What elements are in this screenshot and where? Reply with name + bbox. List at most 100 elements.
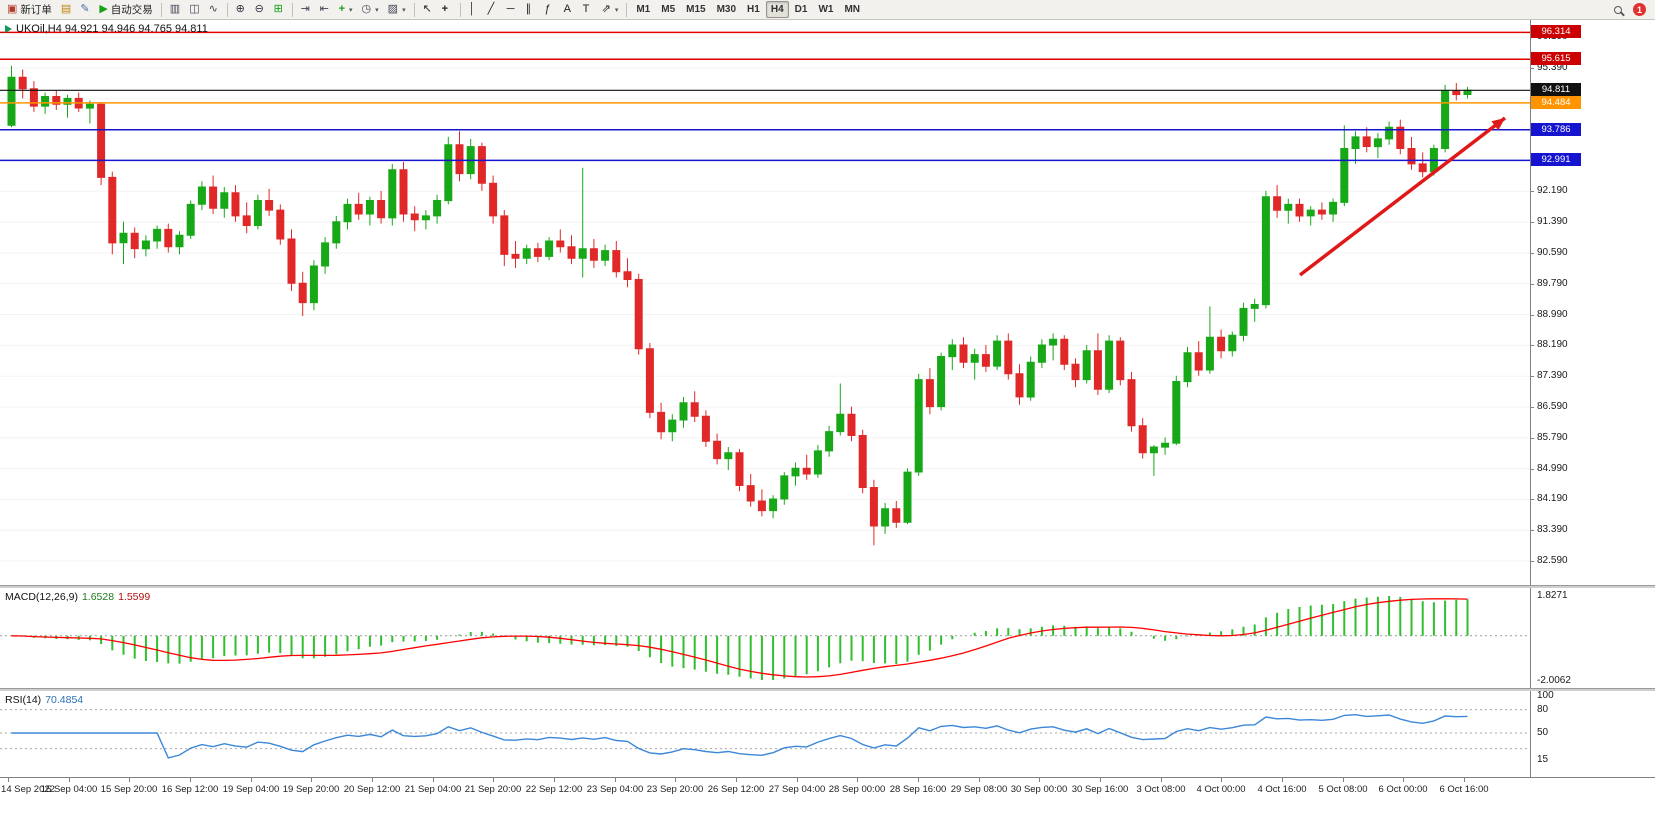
time-tick bbox=[675, 778, 676, 782]
horizontal-line-button[interactable]: ─ bbox=[503, 1, 521, 18]
price-marker-94.811[interactable]: 94.811 bbox=[1531, 83, 1581, 96]
bar-chart-button[interactable]: ▥ bbox=[166, 1, 184, 18]
timeframe-m30-button[interactable]: M30 bbox=[712, 1, 741, 18]
timeframe-m15-button[interactable]: M15 bbox=[681, 1, 710, 18]
toolbar-separator bbox=[160, 2, 162, 17]
zoom-in-button[interactable]: ⊕ bbox=[232, 1, 250, 18]
time-tick bbox=[1161, 778, 1162, 782]
macd-panel: 1.8271 -2.0062 MACD(12,26,9) 1.6528 1.559… bbox=[0, 588, 1655, 688]
timeframe-w1-button[interactable]: W1 bbox=[813, 1, 838, 18]
macd-axis: 1.8271 -2.0062 bbox=[1530, 588, 1655, 688]
price-axis-label: 89.790 bbox=[1537, 278, 1568, 289]
trend-arrow-line[interactable] bbox=[1298, 116, 1507, 277]
macd-plot[interactable] bbox=[0, 588, 1530, 688]
timeframe-d1-button[interactable]: D1 bbox=[790, 1, 813, 18]
trendline-button[interactable]: ╱ bbox=[484, 1, 502, 18]
arrows-tool-icon: ⇗ bbox=[601, 3, 611, 15]
rsi-axis: 100 80 50 15 bbox=[1530, 690, 1655, 777]
notification-badge[interactable]: 1 bbox=[1633, 3, 1646, 16]
line-chart-button[interactable]: ∿ bbox=[205, 1, 223, 18]
equidistant-channel-button[interactable]: ∥ bbox=[522, 1, 540, 18]
rsi-header: RSI(14) 70.4854 bbox=[5, 694, 83, 706]
panel-divider[interactable] bbox=[0, 688, 1655, 691]
time-tick bbox=[979, 778, 980, 782]
chart-shift-button[interactable]: ⇤ bbox=[316, 1, 334, 18]
price-marker-94.484[interactable]: 94.484 bbox=[1531, 96, 1581, 109]
time-axis-label: 4 Oct 16:00 bbox=[1257, 784, 1307, 795]
timeframe-mn-button[interactable]: MN bbox=[839, 1, 865, 18]
rsi-axis-label: 100 bbox=[1537, 690, 1554, 701]
history-center-button[interactable]: ▤ bbox=[57, 1, 75, 18]
templates-button[interactable]: ▨ ▾ bbox=[384, 1, 410, 18]
tile-windows-button[interactable]: ⊞ bbox=[270, 1, 288, 18]
macd-header: MACD(12,26,9) 1.6528 1.5599 bbox=[5, 591, 150, 603]
price-marker-92.991[interactable]: 92.991 bbox=[1531, 153, 1581, 166]
price-axis-label: 88.190 bbox=[1537, 339, 1568, 350]
candlestick-icon: ◫ bbox=[189, 3, 200, 15]
axis-tick bbox=[1531, 315, 1534, 316]
macd-value-main: 1.6528 bbox=[81, 591, 115, 603]
time-tick bbox=[918, 778, 919, 782]
time-axis[interactable]: 14 Sep 2022 15 Sep 04:00 15 Sep 20:00 16 Se… bbox=[0, 777, 1655, 801]
price-marker-96.314[interactable]: 96.314 bbox=[1531, 25, 1581, 38]
candlestick-chart-button[interactable]: ◫ bbox=[185, 1, 203, 18]
new-order-button[interactable]: ▣ 新订单 bbox=[3, 1, 56, 18]
rsi-plot[interactable] bbox=[0, 691, 1530, 777]
time-axis-label: 3 Oct 08:00 bbox=[1136, 784, 1186, 795]
text-icon: A bbox=[563, 3, 571, 15]
text-label-button[interactable]: T bbox=[579, 1, 597, 18]
price-axis-label: 91.390 bbox=[1537, 216, 1568, 227]
time-axis-label: 15 Sep 04:00 bbox=[40, 784, 98, 795]
timeframe-h4-button[interactable]: H4 bbox=[765, 1, 789, 18]
vertical-line-button[interactable]: │ bbox=[465, 1, 483, 18]
autotrading-icon: ▶ bbox=[99, 3, 108, 15]
axis-tick bbox=[1531, 253, 1534, 254]
price-marker-95.615[interactable]: 95.615 bbox=[1531, 52, 1581, 65]
metaeditor-button[interactable]: ✎ bbox=[76, 1, 94, 18]
time-axis-label: 22 Sep 12:00 bbox=[525, 784, 583, 795]
auto-scroll-icon: ⇥ bbox=[300, 3, 310, 15]
bull-candle-bodies bbox=[7, 76, 1472, 527]
auto-scroll-button[interactable]: ⇥ bbox=[297, 1, 315, 18]
price-marker-93.786[interactable]: 93.786 bbox=[1531, 123, 1581, 136]
axis-tick bbox=[1531, 407, 1534, 408]
price-axis-label: 87.390 bbox=[1537, 370, 1568, 381]
time-tick bbox=[554, 778, 555, 782]
search-icon[interactable] bbox=[1614, 5, 1622, 14]
price-axis-label: 82.590 bbox=[1537, 555, 1568, 566]
time-axis-label: 30 Sep 16:00 bbox=[1071, 784, 1129, 795]
price-chart[interactable] bbox=[0, 20, 1530, 585]
timeframe-m5-button[interactable]: M5 bbox=[656, 1, 680, 18]
dropdown-arrow-icon: ▾ bbox=[375, 6, 379, 14]
toolbar-separator bbox=[626, 2, 628, 17]
templates-icon: ▨ bbox=[387, 3, 399, 15]
arrows-button[interactable]: ⇗ ▾ bbox=[598, 1, 623, 18]
new-chart-button[interactable]: + ▾ bbox=[335, 1, 357, 18]
periods-button[interactable]: ◷ ▾ bbox=[358, 1, 383, 18]
fibonacci-button[interactable]: ƒ bbox=[541, 1, 559, 18]
horizontal-line-icon: ─ bbox=[506, 3, 515, 15]
one-click-trading-icon[interactable] bbox=[5, 25, 12, 33]
price-axis-label: 85.790 bbox=[1537, 432, 1568, 443]
price-axis[interactable]: 96.19095.39094.59093.79092.99092.19091.3… bbox=[1530, 20, 1655, 585]
rsi-axis-label: 50 bbox=[1537, 727, 1549, 738]
new-chart-icon: + bbox=[338, 3, 346, 15]
fibonacci-icon: ƒ bbox=[544, 3, 551, 15]
axis-tick bbox=[1531, 284, 1534, 285]
axis-tick bbox=[1531, 438, 1534, 439]
toolbar-separator bbox=[459, 2, 461, 17]
timeframe-m1-button[interactable]: M1 bbox=[631, 1, 655, 18]
rsi-label: RSI(14) bbox=[5, 694, 42, 706]
macd-label: MACD(12,26,9) bbox=[5, 591, 78, 603]
autotrading-button[interactable]: ▶ 自动交易 bbox=[95, 1, 156, 18]
macd-value-signal: 1.5599 bbox=[118, 591, 151, 603]
axis-tick bbox=[1531, 191, 1534, 192]
axis-tick bbox=[1531, 530, 1534, 531]
panel-divider[interactable] bbox=[0, 585, 1655, 588]
crosshair-button[interactable]: + bbox=[438, 1, 456, 18]
timeframe-h1-button[interactable]: H1 bbox=[742, 1, 765, 18]
text-button[interactable]: A bbox=[560, 1, 578, 18]
cursor-button[interactable]: ↖ bbox=[419, 1, 437, 18]
zoom-out-button[interactable]: ⊖ bbox=[251, 1, 269, 18]
dropdown-arrow-icon: ▾ bbox=[402, 6, 406, 14]
